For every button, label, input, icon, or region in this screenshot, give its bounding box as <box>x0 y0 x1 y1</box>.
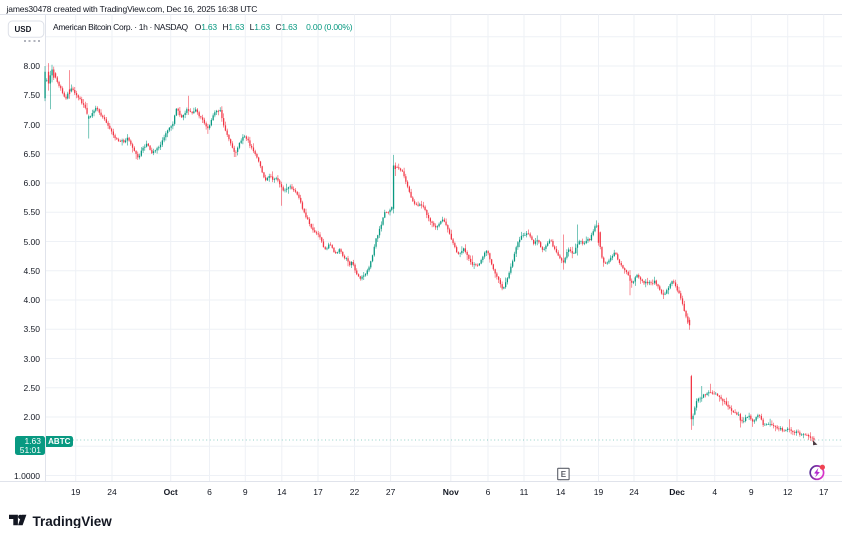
svg-text:E: E <box>561 470 567 479</box>
svg-text:TradingView: TradingView <box>32 514 112 528</box>
